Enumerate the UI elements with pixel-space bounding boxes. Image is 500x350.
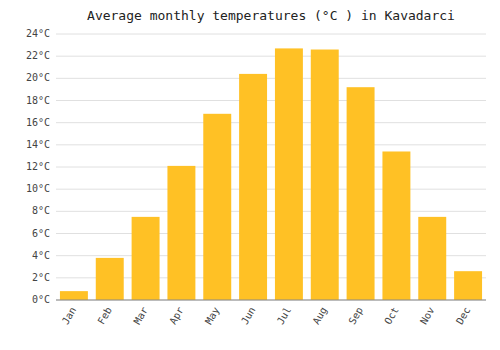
- bar: [454, 271, 482, 300]
- bar: [382, 151, 410, 300]
- x-tick-label: Mar: [131, 305, 150, 326]
- x-tick-label: Jun: [239, 305, 258, 326]
- y-tick-label: 8°C: [32, 205, 50, 216]
- x-tick-label: Jan: [60, 305, 79, 326]
- bar: [203, 114, 231, 300]
- chart-svg: Average monthly temperatures (°C ) in Ka…: [0, 0, 500, 350]
- bar: [132, 217, 160, 300]
- grid-line: [56, 167, 486, 168]
- x-tick-label: Feb: [96, 305, 115, 326]
- y-tick-label: 0°C: [32, 294, 50, 305]
- y-tick-label: 2°C: [32, 272, 50, 283]
- y-tick-label: 4°C: [32, 250, 50, 261]
- bar: [275, 48, 303, 300]
- x-tick-label: Jul: [275, 305, 294, 326]
- x-tick-label: Dec: [454, 305, 473, 326]
- grid-line: [56, 189, 486, 190]
- grid-line: [56, 78, 486, 79]
- bar: [311, 50, 339, 300]
- y-tick-label: 22°C: [26, 50, 50, 61]
- y-tick-label: 14°C: [26, 139, 50, 150]
- grid-line: [56, 122, 486, 123]
- y-tick-label: 12°C: [26, 161, 50, 172]
- y-tick-label: 16°C: [26, 117, 50, 128]
- grid-line: [56, 56, 486, 57]
- grid-line: [56, 34, 486, 35]
- bar: [418, 217, 446, 300]
- x-tick-label: Apr: [167, 305, 186, 326]
- grid-line: [56, 100, 486, 101]
- chart-container: Average monthly temperatures (°C ) in Ka…: [0, 0, 500, 350]
- grid-line: [56, 144, 486, 145]
- x-tick-label: Oct: [382, 305, 401, 326]
- bar: [239, 74, 267, 300]
- x-tick-label: Sep: [346, 305, 365, 326]
- bars: [60, 48, 482, 300]
- grid-line: [56, 211, 486, 212]
- bar: [96, 258, 124, 300]
- y-tick-label: 10°C: [26, 183, 50, 194]
- x-tick-label: May: [203, 305, 222, 326]
- y-grid: [56, 34, 486, 300]
- y-tick-label: 6°C: [32, 228, 50, 239]
- y-tick-label: 18°C: [26, 95, 50, 106]
- y-tick-label: 20°C: [26, 72, 50, 83]
- y-tick-label: 24°C: [26, 28, 50, 39]
- x-axis-line: [56, 300, 486, 301]
- x-tick-label: Aug: [311, 305, 330, 326]
- chart-title: Average monthly temperatures (°C ) in Ka…: [87, 8, 455, 23]
- x-tick-label: Nov: [418, 305, 437, 326]
- bar: [347, 87, 375, 300]
- bar: [167, 166, 195, 300]
- grid-line: [56, 300, 486, 301]
- bar: [60, 291, 88, 300]
